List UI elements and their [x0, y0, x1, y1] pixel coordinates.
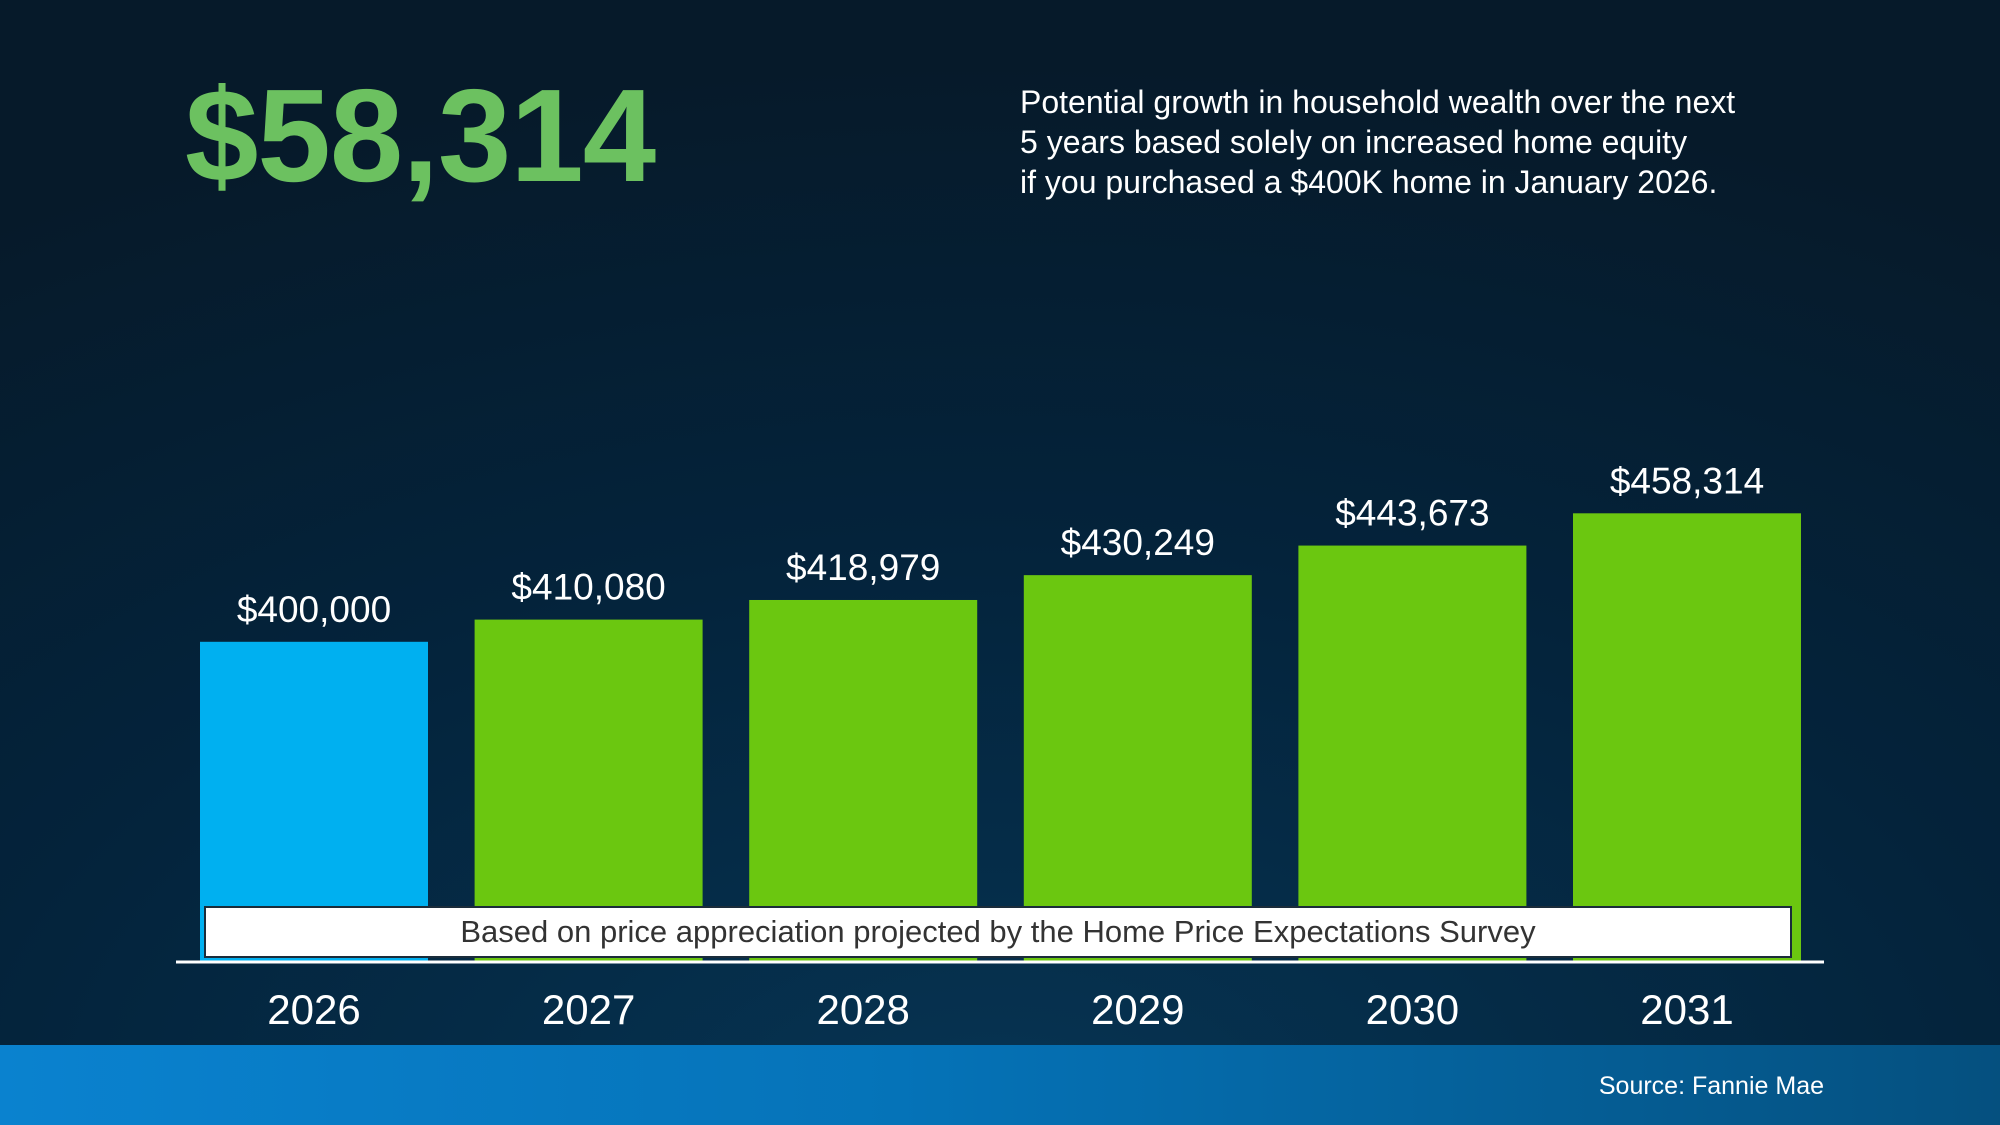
data-label-2027: $410,080 [511, 567, 665, 608]
data-label-2030: $443,673 [1335, 493, 1489, 534]
x-tick-label-2028: 2028 [816, 986, 909, 1033]
x-tick-label-2030: 2030 [1366, 986, 1459, 1033]
source-label: Source: Fannie Mae [1598, 1072, 1824, 1100]
x-tick-label-2026: 2026 [267, 986, 360, 1033]
x-tick-label-2027: 2027 [542, 986, 635, 1033]
headline-value: $58,314 [185, 62, 656, 209]
description-line-1: Potential growth in household wealth ove… [1020, 84, 1736, 120]
source-band [0, 1045, 2000, 1125]
bar-2027 [474, 619, 703, 962]
footnote: Based on price appreciation projected by… [204, 906, 1792, 958]
bar-2031 [1573, 513, 1801, 962]
data-label-2031: $458,314 [1610, 460, 1764, 501]
description: Potential growth in household wealth ove… [1020, 82, 1920, 202]
x-tick-label-2031: 2031 [1640, 986, 1733, 1033]
data-label-2028: $418,979 [786, 547, 940, 588]
description-line-2: 5 years based solely on increased home e… [1020, 124, 1688, 160]
data-label-2026: $400,000 [237, 589, 391, 630]
data-label-2029: $430,249 [1061, 522, 1215, 563]
x-tick-label-2029: 2029 [1091, 986, 1184, 1033]
bar-2029 [1023, 575, 1252, 962]
bar-2028 [749, 599, 978, 962]
description-line-3: if you purchased a $400K home in January… [1020, 164, 1718, 200]
bar-2030 [1298, 545, 1527, 962]
